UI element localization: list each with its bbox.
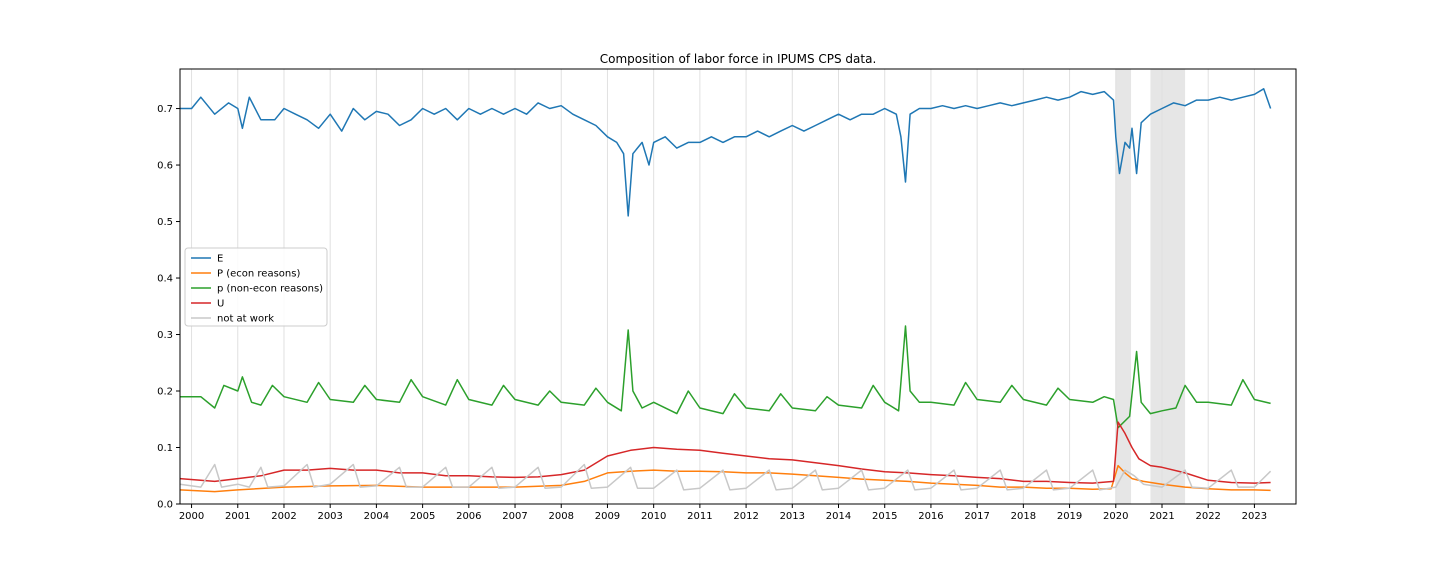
x-tick-label: 2015 xyxy=(872,511,897,522)
legend-label: U xyxy=(217,299,224,310)
legend-label: E xyxy=(217,254,223,265)
x-tick-label: 2008 xyxy=(549,511,574,522)
legend-label: not at work xyxy=(217,314,274,325)
chart-title: Composition of labor force in IPUMS CPS … xyxy=(600,52,877,66)
legend-box xyxy=(184,247,328,327)
y-tick-label: 0.5 xyxy=(157,217,173,228)
shaded-period-0 xyxy=(1115,69,1132,504)
x-tick-label: 2022 xyxy=(1195,511,1220,522)
y-tick-label: 0.3 xyxy=(157,330,173,341)
x-tick-label: 2006 xyxy=(456,511,481,522)
x-tick-label: 2004 xyxy=(364,511,389,522)
y-tick-label: 0.0 xyxy=(157,500,173,511)
legend-label: p (non-econ reasons) xyxy=(217,284,323,295)
x-tick-label: 2000 xyxy=(179,511,204,522)
y-tick-label: 0.1 xyxy=(157,443,173,454)
x-tick-label: 2018 xyxy=(1011,511,1036,522)
x-tick-label: 2005 xyxy=(410,511,435,522)
x-axis: 2000 2001 2002 2003 2004 2005 2006 2007 2008 2009… xyxy=(179,504,1267,522)
series-line-p-non-econ-reasons xyxy=(180,325,1271,429)
x-tick-label: 2011 xyxy=(687,511,712,522)
legend-label: P (econ reasons) xyxy=(217,269,300,280)
x-tick-label: 2007 xyxy=(502,511,527,522)
y-tick-label: 0.2 xyxy=(157,387,173,398)
x-tick-label: 2001 xyxy=(225,511,250,522)
plot-frame xyxy=(179,68,1297,505)
series-lines xyxy=(179,88,1272,493)
x-tick-label: 2020 xyxy=(1103,511,1128,522)
y-tick-label: 0.6 xyxy=(157,161,173,172)
series-line-u xyxy=(179,421,1271,484)
shaded-periods xyxy=(1115,69,1186,504)
x-tick-label: 2017 xyxy=(964,511,989,522)
shaded-period-1 xyxy=(1150,69,1186,504)
x-tick-label: 2014 xyxy=(826,511,851,522)
x-tick-label: 2003 xyxy=(317,511,342,522)
x-tick-label: 2023 xyxy=(1242,511,1267,522)
y-tick-label: 0.7 xyxy=(157,104,173,115)
x-tick-label: 2009 xyxy=(595,511,620,522)
y-tick-label: 0.4 xyxy=(157,274,173,285)
x-tick-label: 2021 xyxy=(1149,511,1174,522)
x-tick-label: 2019 xyxy=(1057,511,1082,522)
x-tick-label: 2016 xyxy=(918,511,943,522)
x-tick-label: 2002 xyxy=(271,511,296,522)
x-tick-label: 2010 xyxy=(641,511,666,522)
legend: E P (econ reasons) p (non-econ reasons) Uno… xyxy=(184,247,328,327)
y-axis: 0.0 0.1 0.2 0.3 0.4 0.5 0.6 0.7 xyxy=(157,104,180,511)
vertical-gridlines xyxy=(191,69,1255,504)
x-tick-label: 2013 xyxy=(780,511,805,522)
series-line-not-at-work xyxy=(179,463,1272,491)
series-line-e xyxy=(180,88,1272,217)
x-tick-label: 2012 xyxy=(733,511,758,522)
